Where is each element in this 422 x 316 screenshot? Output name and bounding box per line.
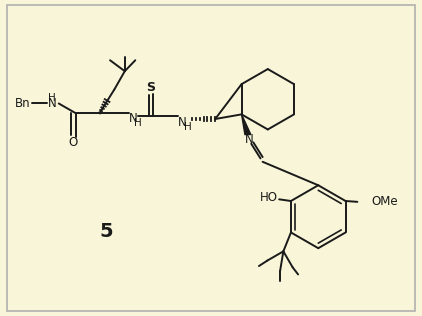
Text: N: N — [48, 97, 57, 110]
Text: 5: 5 — [99, 222, 113, 241]
Text: Bn: Bn — [15, 97, 31, 110]
Text: O: O — [69, 136, 78, 149]
Text: S: S — [146, 82, 155, 94]
Text: H: H — [48, 93, 56, 103]
Text: N: N — [245, 133, 254, 146]
Text: N: N — [129, 112, 138, 125]
Text: N: N — [178, 116, 187, 129]
Polygon shape — [241, 114, 251, 135]
Text: OMe: OMe — [372, 195, 398, 208]
Text: H: H — [134, 118, 142, 128]
Text: HO: HO — [260, 191, 278, 204]
Text: H: H — [184, 122, 191, 131]
